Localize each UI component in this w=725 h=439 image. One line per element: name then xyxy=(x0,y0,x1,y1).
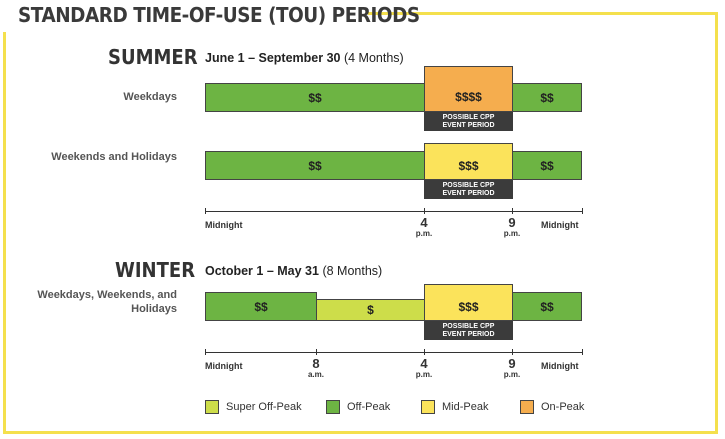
tick-unit: a.m. xyxy=(307,370,324,379)
summer-dates: June 1 – September 30 (4 Months) xyxy=(205,51,404,65)
frame-border-right xyxy=(715,12,718,434)
tick-number: 9 xyxy=(508,356,516,371)
summer-weekdays-offpeak-morning: $$ xyxy=(205,83,425,112)
cpp-line-1: POSSIBLE CPP xyxy=(442,113,495,121)
winter-tick xyxy=(582,349,583,355)
winter-offpeak-morning: $$ xyxy=(205,292,317,321)
legend-label: On-Peak xyxy=(541,401,585,413)
tick-unit: p.m. xyxy=(415,229,433,238)
tick-number: 9 xyxy=(508,215,516,230)
winter-tick-label-midnight-start: Midnight xyxy=(205,361,243,371)
frame-border-bottom xyxy=(3,431,718,434)
legend-item-off-peak: Off-Peak xyxy=(326,400,390,414)
legend-label: Mid-Peak xyxy=(442,401,489,413)
summer-tick xyxy=(512,208,513,214)
summer-row-weekdays-label: Weekdays xyxy=(123,91,177,103)
legend-item-mid-peak: Mid-Peak xyxy=(421,400,488,414)
winter-tick xyxy=(205,349,206,355)
winter-tick xyxy=(424,349,425,355)
tick-number: 4 xyxy=(420,356,428,371)
cpp-line-2: EVENT PERIOD xyxy=(442,330,495,338)
summer-tick xyxy=(424,208,425,214)
summer-weekdays-cpp-label: POSSIBLE CPP EVENT PERIOD xyxy=(424,112,513,131)
summer-tick xyxy=(205,208,206,214)
tick-unit: p.m. xyxy=(503,370,521,379)
legend-label: Super Off-Peak xyxy=(226,401,302,413)
winter-superoffpeak: $ xyxy=(316,299,425,321)
summer-dates-duration: (4 Months) xyxy=(343,51,404,65)
summer-weekends-offpeak-evening: $$ xyxy=(512,151,582,180)
frame-border-left xyxy=(3,32,6,434)
summer-tick-label-4pm: 4 p.m. xyxy=(404,216,444,238)
legend-swatch-on-peak xyxy=(520,400,534,414)
cpp-line-1: POSSIBLE CPP xyxy=(442,181,495,189)
summer-weekends-midpeak: $$$ xyxy=(424,143,513,180)
summer-title: SUMMER xyxy=(108,45,198,69)
tick-unit: p.m. xyxy=(415,370,433,379)
winter-tick-label-8am: 8 a.m. xyxy=(296,357,336,379)
winter-cpp-label: POSSIBLE CPP EVENT PERIOD xyxy=(424,321,513,340)
summer-dates-range: June 1 – September 30 xyxy=(205,51,341,65)
winter-dates-duration: (8 Months) xyxy=(322,264,383,278)
summer-row-weekends-label: Weekends and Holidays xyxy=(51,151,177,163)
tick-number: 4 xyxy=(420,215,428,230)
tick-number: 8 xyxy=(312,356,320,371)
summer-weekdays-onpeak: $$$$ xyxy=(424,66,513,112)
page-title: STANDARD TIME-OF-USE (TOU) PERIODS xyxy=(18,3,420,27)
winter-dates: October 1 – May 31 (8 Months) xyxy=(205,264,382,278)
legend-swatch-super-off-peak xyxy=(205,400,219,414)
frame-border-top xyxy=(368,12,718,15)
winter-tick xyxy=(512,349,513,355)
winter-title: WINTER xyxy=(115,258,196,282)
winter-axis-line xyxy=(205,352,583,353)
summer-axis-line xyxy=(205,211,583,212)
cpp-line-2: EVENT PERIOD xyxy=(442,189,495,197)
winter-row-label: Weekdays, Weekends, and Holidays xyxy=(37,289,177,315)
winter-tick-label-9pm: 9 p.m. xyxy=(492,357,532,379)
tick-unit: p.m. xyxy=(503,229,521,238)
winter-dates-range: October 1 – May 31 xyxy=(205,264,319,278)
summer-weekends-offpeak-morning: $$ xyxy=(205,151,425,180)
legend-label: Off-Peak xyxy=(347,401,391,413)
summer-tick-label-midnight-start: Midnight xyxy=(205,220,243,230)
legend-item-on-peak: On-Peak xyxy=(520,400,584,414)
legend-item-super-off-peak: Super Off-Peak xyxy=(205,400,302,414)
summer-weekends-cpp-label: POSSIBLE CPP EVENT PERIOD xyxy=(424,180,513,199)
summer-tick-label-midnight-end: Midnight xyxy=(541,220,579,230)
summer-weekdays-offpeak-evening: $$ xyxy=(512,83,582,112)
legend-swatch-mid-peak xyxy=(421,400,435,414)
summer-tick xyxy=(582,208,583,214)
winter-tick-label-4pm: 4 p.m. xyxy=(404,357,444,379)
winter-midpeak: $$$ xyxy=(424,284,513,321)
winter-tick-label-midnight-end: Midnight xyxy=(541,361,579,371)
winter-offpeak-evening: $$ xyxy=(512,292,582,321)
cpp-line-2: EVENT PERIOD xyxy=(442,121,495,129)
cpp-line-1: POSSIBLE CPP xyxy=(442,322,495,330)
summer-tick-label-9pm: 9 p.m. xyxy=(492,216,532,238)
winter-tick xyxy=(316,349,317,355)
legend-swatch-off-peak xyxy=(326,400,340,414)
